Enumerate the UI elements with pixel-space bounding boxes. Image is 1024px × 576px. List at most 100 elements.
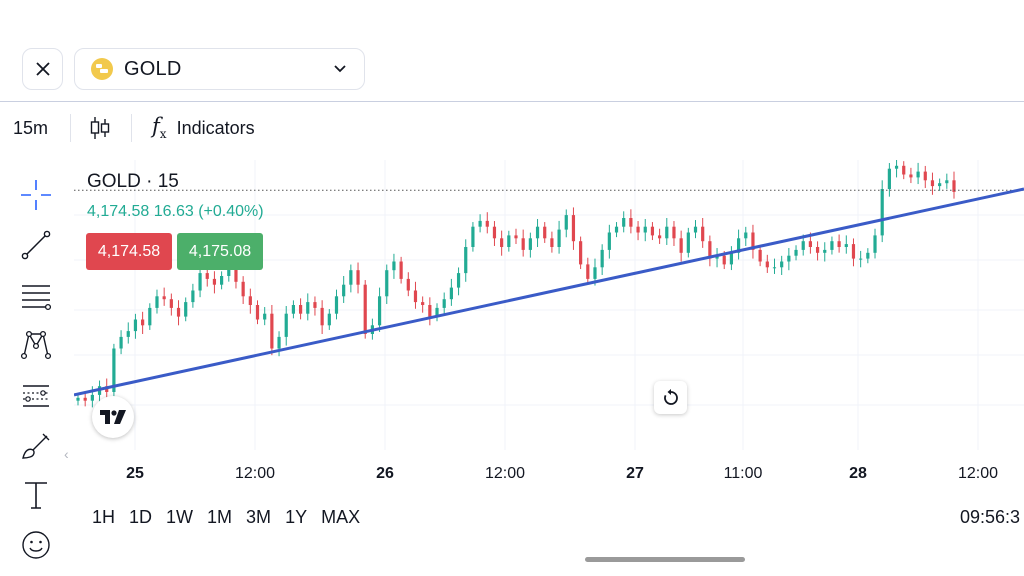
range-3m[interactable]: 3M	[246, 507, 272, 527]
brush-icon	[22, 433, 50, 459]
toolbar-separator	[70, 114, 72, 142]
candle-body	[248, 296, 252, 305]
candle-body	[507, 235, 511, 247]
candle-body	[342, 284, 346, 297]
chart-toolbar: 15m fx Indicators	[0, 110, 1024, 146]
candle-body	[679, 238, 683, 253]
range-1d[interactable]: 1D	[129, 507, 153, 527]
candle-body	[126, 331, 130, 337]
candle-body	[823, 249, 827, 253]
candle-body	[442, 299, 446, 308]
candle-body	[413, 290, 418, 303]
candle-body	[162, 296, 166, 300]
candle-body	[844, 244, 848, 247]
candle-body	[665, 226, 669, 239]
reset-chart-button[interactable]	[654, 381, 687, 414]
candle-body	[514, 235, 518, 239]
indicators-button[interactable]: Indicators	[176, 117, 255, 138]
candle-body	[500, 238, 504, 247]
trend-line-tool[interactable]	[14, 220, 58, 270]
candle-body	[464, 247, 468, 274]
candle-body	[765, 261, 769, 268]
chevron-down-icon	[334, 65, 346, 73]
sell-button[interactable]: 4,174.58	[86, 233, 172, 270]
buy-button[interactable]: 4,175.08	[177, 233, 263, 270]
candle-body	[751, 232, 755, 250]
fib-retracement-icon	[22, 285, 52, 311]
candle-body	[693, 226, 698, 233]
pattern-tool[interactable]	[14, 320, 58, 370]
candle-body	[859, 258, 863, 260]
range-1h[interactable]: 1H	[92, 507, 116, 527]
range-1m[interactable]: 1M	[207, 507, 233, 527]
candle-body	[277, 336, 281, 349]
candle-body	[801, 241, 805, 250]
tradingview-logo-icon	[100, 410, 126, 424]
candle-body	[787, 255, 791, 262]
candle-body	[313, 302, 317, 308]
candle-body	[887, 168, 891, 189]
candle-body	[952, 180, 956, 192]
range-max[interactable]: MAX	[321, 507, 361, 527]
trend-line	[74, 187, 1024, 397]
x-tick-label: 12:00	[958, 465, 998, 482]
candles	[76, 160, 956, 408]
x-tick-label: 11:00	[724, 465, 763, 482]
measure-tool[interactable]	[14, 370, 58, 420]
candle-body	[521, 238, 525, 250]
text-tool[interactable]	[14, 470, 58, 520]
candle-body	[550, 238, 554, 247]
candle-body	[894, 165, 899, 169]
candle-body	[708, 241, 712, 259]
timeframe-button[interactable]: 15m	[13, 117, 49, 138]
range-1w[interactable]: 1W	[166, 507, 194, 527]
candle-body	[112, 348, 116, 392]
candle-body	[385, 270, 389, 297]
candle-body	[421, 302, 425, 305]
candle-body	[471, 226, 475, 247]
candle-body	[205, 273, 209, 279]
symbol-selector[interactable]: GOLD	[74, 48, 365, 90]
candle-body	[902, 165, 906, 175]
brush-tool[interactable]	[14, 420, 58, 470]
emoji-tool[interactable]	[14, 520, 58, 570]
candle-body	[284, 313, 288, 337]
candle-body	[722, 255, 726, 265]
candle-body	[212, 278, 217, 285]
reset-icon	[663, 388, 678, 405]
tradingview-logo[interactable]	[92, 396, 134, 438]
candle-body	[298, 305, 303, 314]
crosshair-icon	[21, 180, 51, 210]
clock: 09:56:3	[960, 507, 1021, 527]
candle-body	[744, 232, 748, 239]
candle-body	[758, 249, 762, 262]
candle-body	[622, 218, 626, 227]
candle-body	[377, 296, 382, 326]
crosshair-tool[interactable]	[14, 170, 58, 220]
x-tick-label: 28	[849, 465, 867, 482]
candlestick-icon[interactable]	[89, 115, 111, 141]
fib-retracement-tool[interactable]	[14, 270, 58, 320]
candle-body	[155, 296, 159, 308]
close-button[interactable]	[22, 48, 63, 90]
candle-body	[701, 226, 705, 242]
candle-body	[83, 397, 87, 401]
candle-body	[406, 278, 410, 291]
fx-icon[interactable]: fx	[152, 114, 167, 142]
candle-body	[715, 255, 719, 259]
trend-line-icon	[21, 230, 51, 260]
candle-body	[564, 215, 568, 230]
drawing-toolbar	[14, 170, 58, 570]
candle-body	[363, 284, 367, 334]
range-1y[interactable]: 1Y	[285, 507, 308, 527]
candle-body	[320, 307, 324, 326]
candle-body	[349, 270, 353, 285]
candle-body	[263, 313, 267, 320]
candle-body	[334, 296, 339, 314]
candle-body	[90, 394, 94, 401]
candle-body	[794, 249, 798, 256]
candle-body	[478, 220, 482, 227]
candle-body	[528, 238, 532, 250]
scroll-left-icon[interactable]: ‹	[64, 446, 69, 462]
candle-body	[600, 249, 604, 268]
